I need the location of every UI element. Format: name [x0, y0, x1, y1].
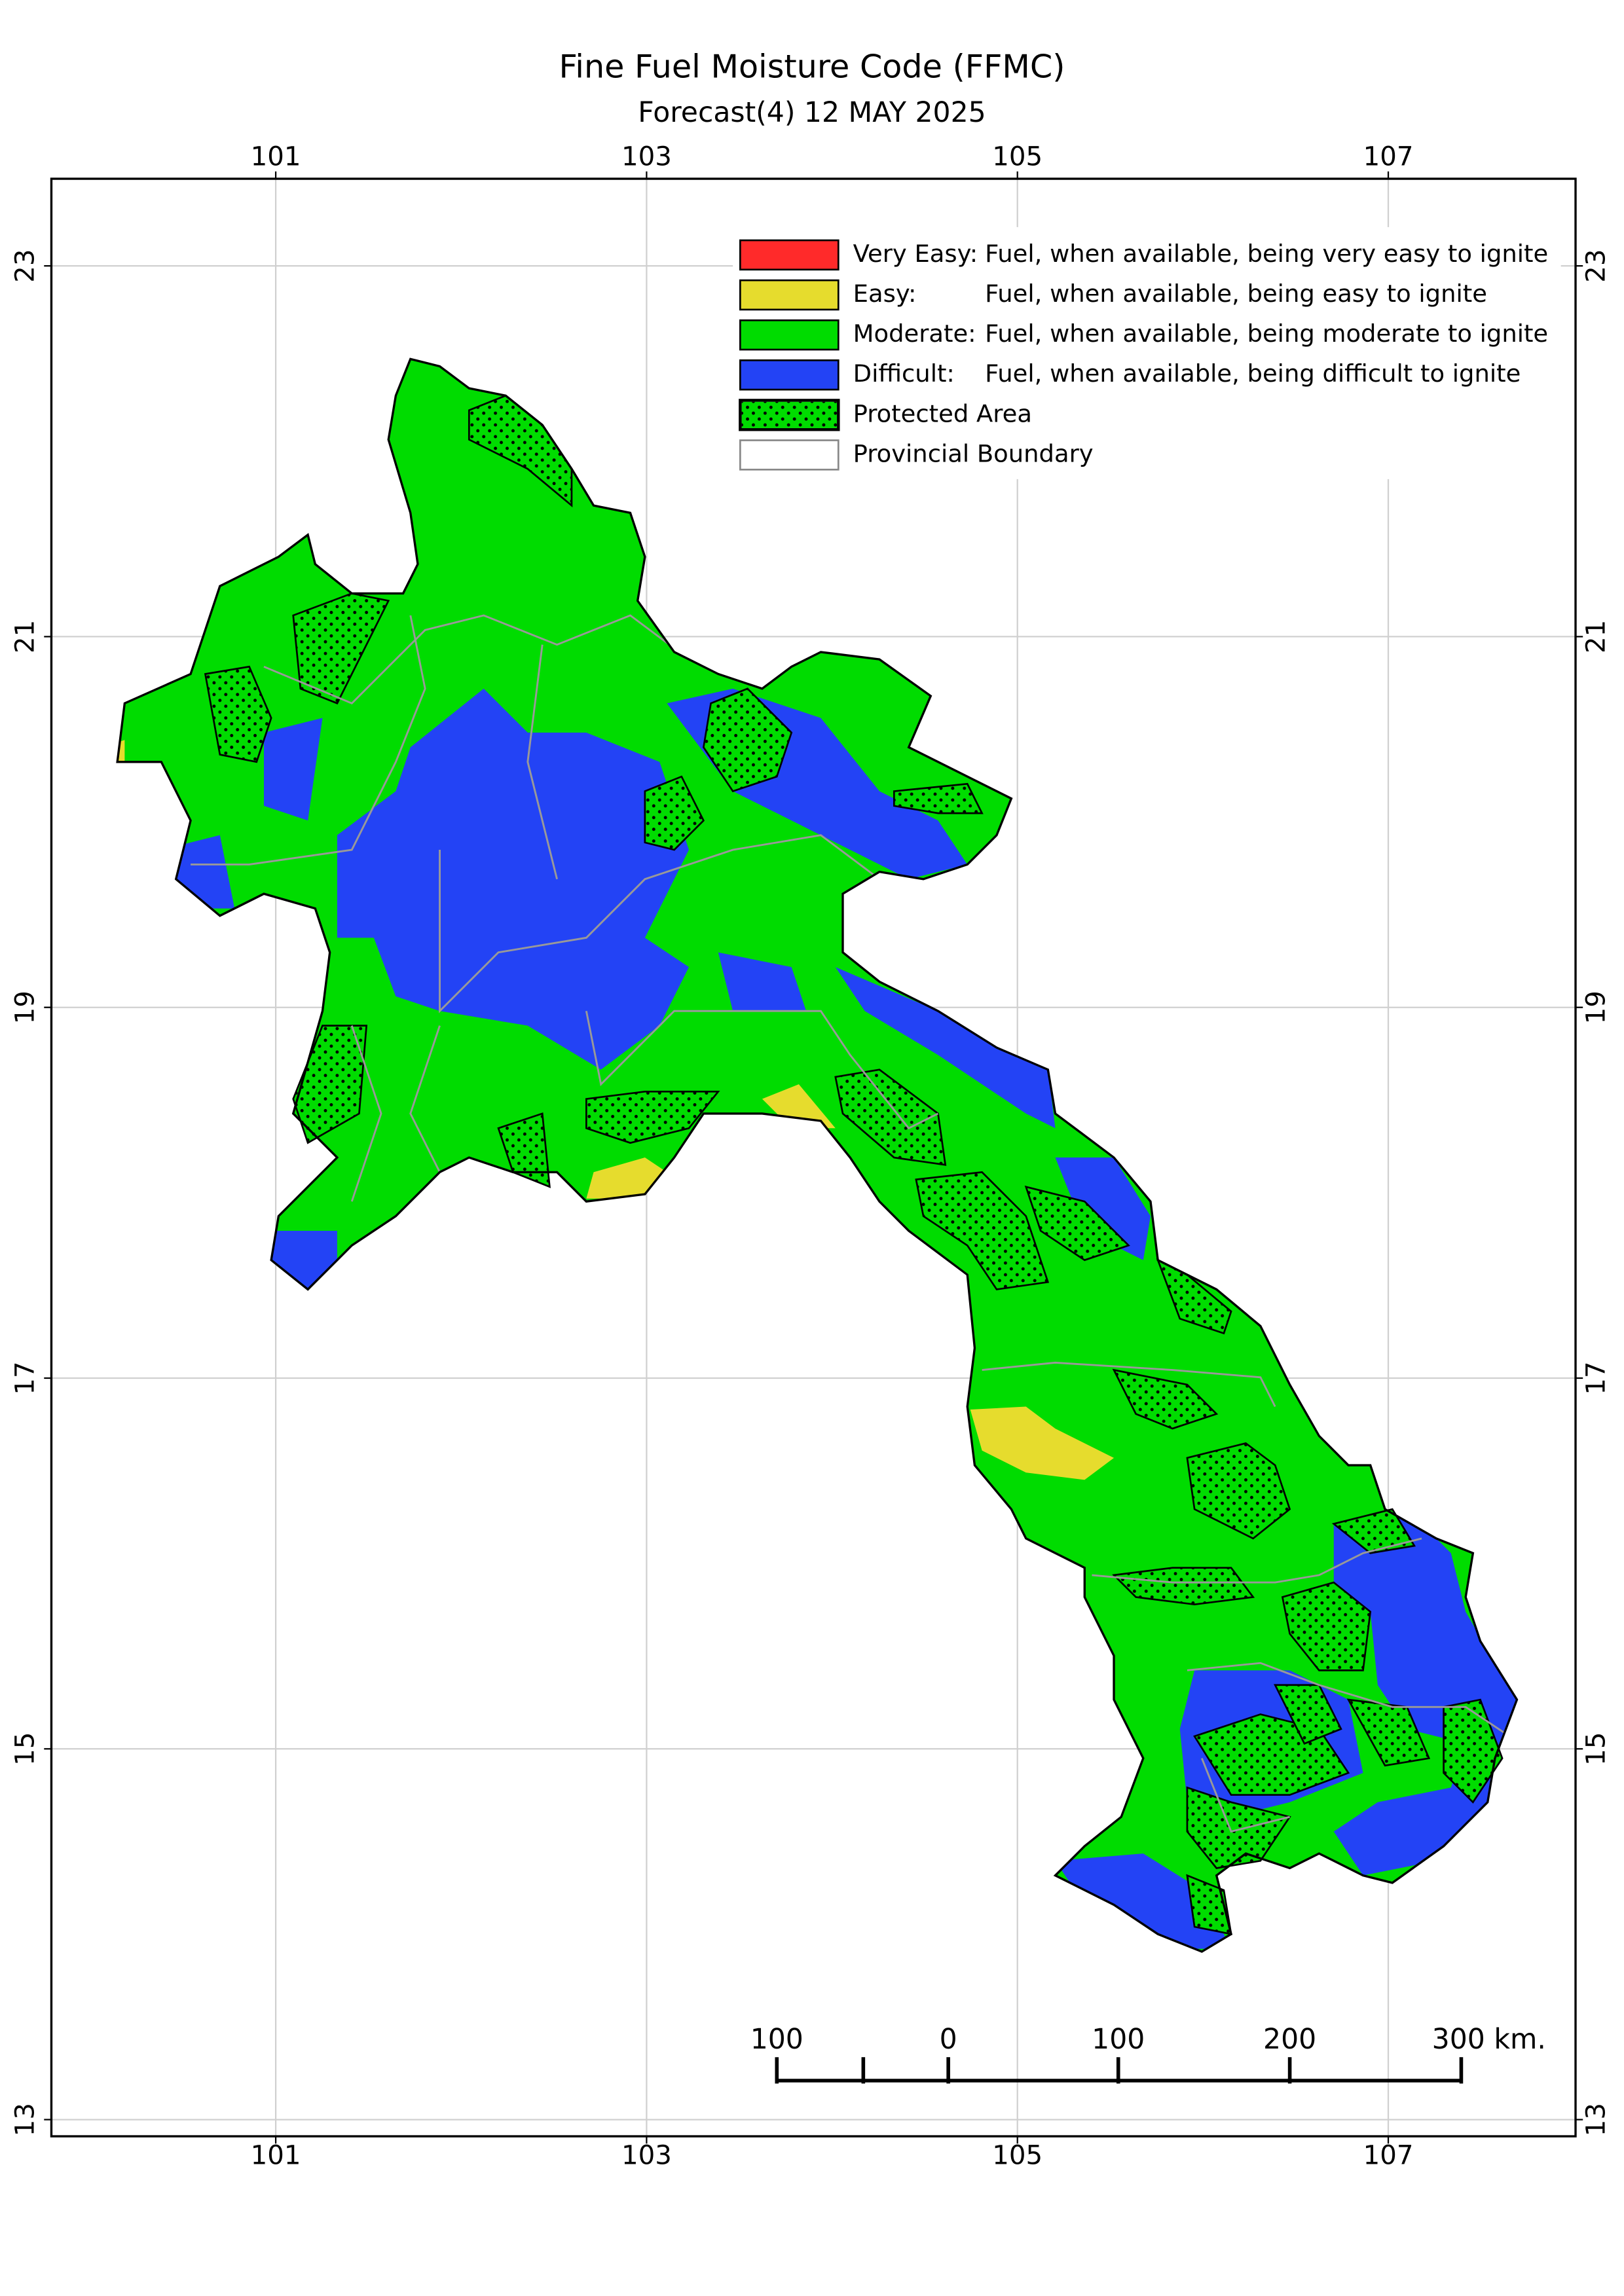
- legend-description: Fuel, when available, being very easy to…: [985, 240, 1548, 268]
- legend-swatch-pattern: [741, 401, 838, 428]
- legend: Very Easy: Fuel, when available, being ve…: [739, 239, 1548, 471]
- legend-swatch: [739, 439, 840, 471]
- scale-label: 200: [1263, 2024, 1316, 2056]
- y-tick-label: 19: [1581, 991, 1612, 1024]
- legend-description: Fuel, when available, being moderate to …: [985, 319, 1548, 348]
- legend-label: Provincial Boundary: [853, 439, 1094, 467]
- protected-area: [585, 1090, 720, 1144]
- scale-label: 0: [940, 2024, 957, 2056]
- difficult-zone: [263, 718, 323, 821]
- y-tick-label: 17: [10, 1361, 40, 1394]
- difficult-zone: [835, 967, 1056, 1129]
- protected-area: [1112, 1567, 1255, 1606]
- easy-zone: [970, 1406, 1115, 1480]
- x-tick-label: 101: [251, 2140, 301, 2170]
- legend-description: Fuel, when available, being difficult to…: [985, 359, 1521, 388]
- country: [116, 357, 1519, 1953]
- legend-description: Fuel, when available, being easy to igni…: [985, 280, 1487, 308]
- y-tick-label: 23: [1581, 249, 1612, 282]
- protected-area: [834, 1068, 947, 1166]
- provincial-boundary: [191, 615, 426, 866]
- y-tick-label: 19: [10, 991, 40, 1024]
- legend-swatch: [739, 279, 840, 311]
- y-tick-label: 23: [10, 249, 40, 282]
- protected-area: [497, 1112, 551, 1188]
- scale-label: 100: [1092, 2024, 1145, 2056]
- protected-area: [915, 1171, 1050, 1290]
- x-tick-label: 103: [621, 142, 672, 172]
- legend-label: Difficult:: [853, 359, 955, 388]
- protected-area: [644, 775, 705, 851]
- protected-area: [292, 1025, 368, 1144]
- protected-area: [893, 782, 984, 814]
- x-tick-label: 107: [1363, 142, 1414, 172]
- protected-area: [1186, 1786, 1291, 1869]
- legend-label: Very Easy:: [853, 240, 978, 268]
- protected-area: [1331, 1508, 1416, 1554]
- provincial-boundary: [1200, 1758, 1290, 1833]
- protected-area: [1281, 1581, 1372, 1671]
- protected-area: [1024, 1185, 1130, 1262]
- y-tick-label: 13: [1581, 2103, 1612, 2136]
- subtitle: Forecast(4) 12 MAY 2025: [638, 97, 986, 129]
- y-tick-label: 17: [1581, 1361, 1612, 1394]
- legend-label: Moderate:: [853, 319, 976, 348]
- legend-background: [733, 227, 1561, 479]
- scale-label: 300 km.: [1432, 2024, 1546, 2056]
- provincial-boundary: [982, 1361, 1276, 1408]
- protected-area: [204, 665, 272, 763]
- y-tick-label: 13: [10, 2103, 40, 2136]
- y-tick-label: 21: [1581, 620, 1612, 653]
- protected-area: [1443, 1698, 1504, 1804]
- provincial-boundary: [1187, 1662, 1511, 1738]
- difficult-zone: [1055, 1157, 1151, 1260]
- legend-label: Easy:: [853, 280, 917, 308]
- difficult-zone: [337, 688, 690, 1070]
- x-tick-label: 101: [251, 142, 301, 172]
- protected-area: [1274, 1684, 1342, 1745]
- legend-swatch: [739, 239, 840, 271]
- map-frame: [50, 177, 1577, 2138]
- x-tick-label: 107: [1363, 2140, 1414, 2170]
- x-tick-label: 103: [621, 2140, 672, 2170]
- difficult-zone: [718, 952, 807, 1011]
- legend-swatch: [739, 319, 840, 351]
- difficult-zone: [1055, 1853, 1232, 1949]
- provincial-boundary: [263, 614, 690, 704]
- x-tick-label: 105: [992, 2140, 1043, 2170]
- provincial-boundary: [1092, 1537, 1422, 1584]
- protected-area: [1186, 1442, 1291, 1540]
- easy-zone: [117, 740, 125, 769]
- provincial-boundary: [439, 834, 880, 1013]
- y-tick-label: 21: [10, 620, 40, 653]
- protected-areas: [204, 394, 1504, 1935]
- legend-label: Protected Area: [853, 399, 1032, 428]
- provincial-boundaries: [191, 614, 1511, 1833]
- x-tick-label: 105: [992, 142, 1043, 172]
- scale-label: 100: [750, 2024, 803, 2056]
- protected-area: [702, 687, 793, 793]
- y-tick-label: 15: [1581, 1732, 1612, 1766]
- provincial-boundary: [350, 1025, 441, 1202]
- title: Fine Fuel Moisture Code (FFMC): [559, 48, 1065, 86]
- y-tick-label: 15: [10, 1732, 40, 1766]
- protected-area: [1112, 1368, 1219, 1430]
- legend-swatch: [739, 359, 840, 391]
- provincial-boundary: [585, 1010, 939, 1130]
- provincial-boundary: [526, 644, 558, 880]
- easy-zone: [586, 1157, 667, 1199]
- scale-bar: 100 0 100 200 300 km.: [750, 2024, 1546, 2084]
